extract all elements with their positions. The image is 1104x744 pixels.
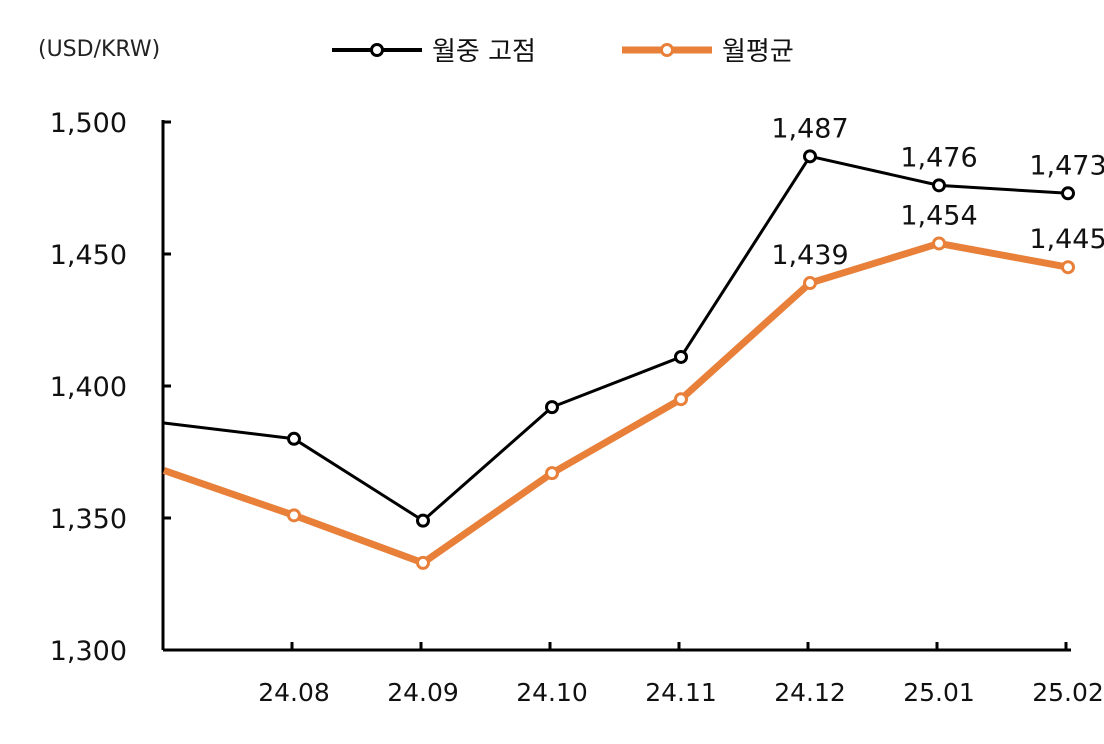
legend-label-high: 월중 고점 (432, 37, 536, 67)
x-tick-label: 24.08 (258, 678, 330, 707)
legend-marker-average (660, 43, 674, 57)
series-line (162, 239, 1069, 567)
x-tick-label: 25.01 (903, 678, 975, 707)
data-label: 1,454 (900, 200, 977, 231)
series-average (162, 236, 1075, 570)
data-label: 1,439 (771, 240, 848, 271)
data-label: 1,476 (900, 142, 977, 173)
data-label: 1,445 (1029, 224, 1104, 255)
data-labels: 1,487 1,476 1,473 1,439 1,454 1,445 (771, 113, 1104, 271)
y-tick-label: 1,400 (50, 372, 127, 403)
y-tick-label: 1,300 (50, 636, 127, 667)
data-point (1061, 186, 1075, 201)
data-label: 1,473 (1029, 150, 1104, 181)
data-point (803, 149, 817, 164)
legend-item-average: 월평균 (622, 37, 794, 67)
data-point (545, 466, 559, 481)
x-ticks: 24.08 24.09 24.10 24.11 24.12 25.01 25.02 (258, 642, 1104, 707)
data-point (287, 431, 301, 446)
data-point (416, 513, 430, 528)
data-label: 1,487 (771, 113, 848, 144)
x-tick-label: 24.11 (645, 678, 717, 707)
x-tick-label: 24.09 (387, 678, 459, 707)
y-tick-label: 1,450 (50, 240, 127, 271)
series-line (163, 154, 1069, 523)
legend-label-average: 월평균 (722, 37, 794, 67)
y-tick-label: 1,500 (50, 108, 127, 139)
data-point (932, 236, 946, 251)
data-point (545, 400, 559, 415)
y-ticks: 1,300 1,350 1,400 1,450 1,500 (50, 108, 171, 667)
data-point (674, 349, 688, 364)
series-layer (162, 149, 1075, 570)
legend: 월중 고점 월평균 (332, 37, 794, 67)
data-point (803, 276, 817, 291)
data-point (1061, 260, 1075, 275)
legend-marker-high (370, 43, 384, 57)
data-point (932, 178, 946, 193)
series-high (163, 149, 1075, 528)
data-point (674, 392, 688, 407)
x-tick-label: 24.12 (774, 678, 846, 707)
x-tick-label: 24.10 (516, 678, 588, 707)
y-unit-label: (USD/KRW) (38, 37, 160, 62)
data-point (287, 508, 301, 523)
y-tick-label: 1,350 (50, 504, 127, 535)
legend-item-high: 월중 고점 (332, 37, 536, 67)
x-tick-label: 25.02 (1032, 678, 1104, 707)
data-point (416, 555, 430, 570)
